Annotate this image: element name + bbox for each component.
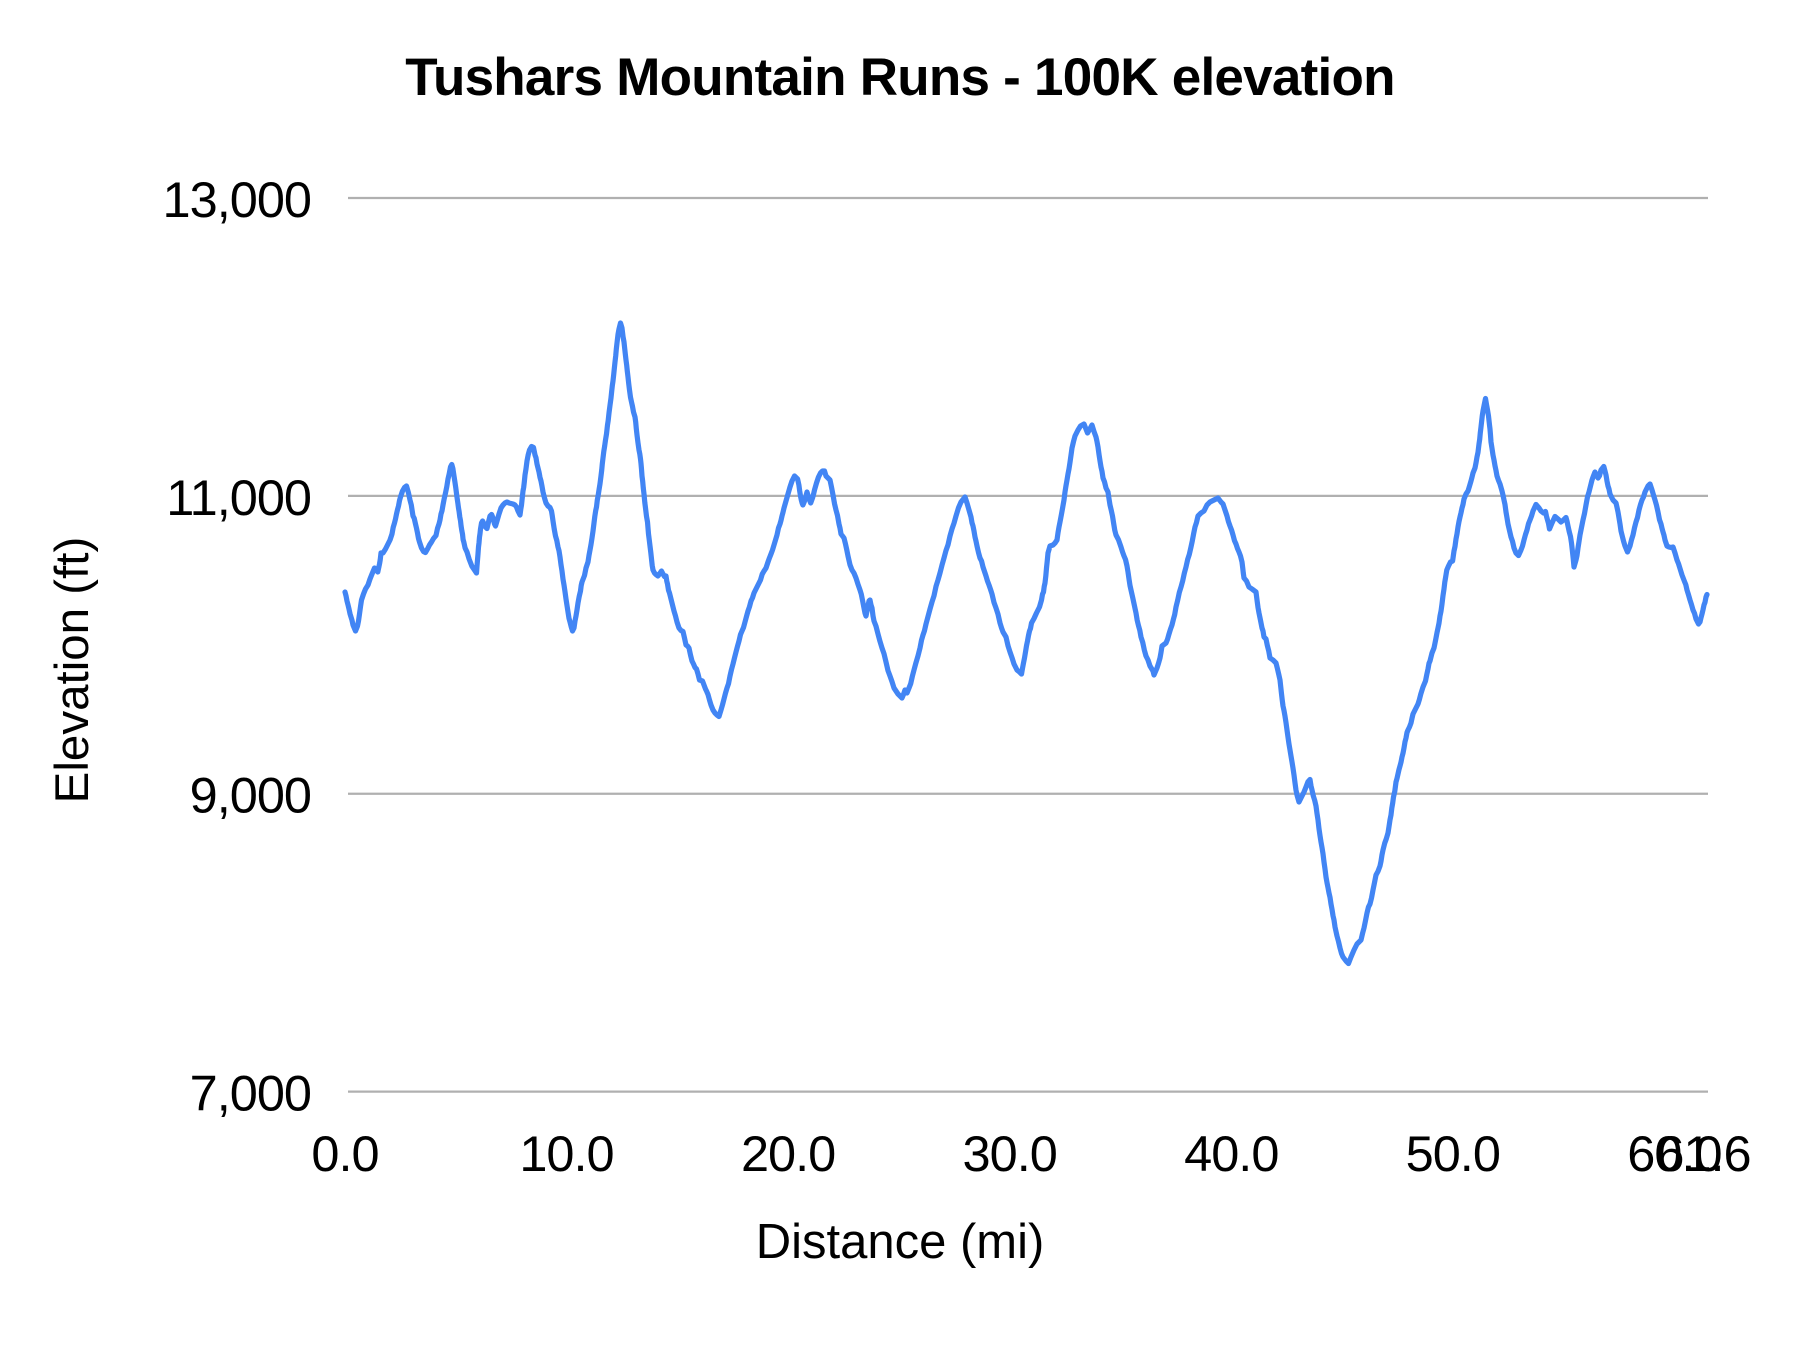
svg-text:61.6: 61.6 xyxy=(1656,1125,1750,1182)
svg-text:50.0: 50.0 xyxy=(1406,1125,1500,1182)
svg-text:30.0: 30.0 xyxy=(963,1125,1057,1182)
svg-text:Elevation (ft): Elevation (ft) xyxy=(46,537,99,804)
svg-text:10.0: 10.0 xyxy=(519,1125,613,1182)
svg-text:Distance (mi): Distance (mi) xyxy=(756,1215,1045,1269)
svg-text:Tushars Mountain Runs - 100K e: Tushars Mountain Runs - 100K elevation xyxy=(405,48,1394,107)
svg-text:9,000: 9,000 xyxy=(190,767,311,824)
svg-text:11,000: 11,000 xyxy=(166,469,311,526)
svg-text:40.0: 40.0 xyxy=(1184,1125,1278,1182)
svg-text:60.0: 60.0 xyxy=(1627,1125,1721,1182)
svg-text:0.0: 0.0 xyxy=(311,1125,378,1182)
svg-text:7,000: 7,000 xyxy=(190,1065,311,1122)
svg-text:13,000: 13,000 xyxy=(163,171,311,228)
svg-text:20.0: 20.0 xyxy=(741,1125,835,1182)
